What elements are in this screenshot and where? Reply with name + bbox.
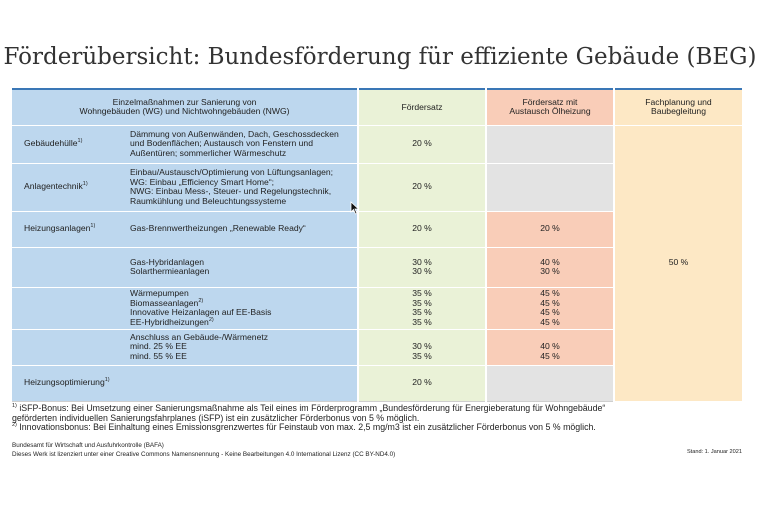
planning-rate-value: 50 %: [614, 125, 742, 402]
oil-rate-value: 20 %: [486, 211, 615, 248]
table-row: Heizungsanlagen1) Gas-Brennwertheizungen…: [12, 211, 742, 248]
category-empty: [12, 329, 128, 366]
category-anlagentechnik: Anlagentechnik1): [12, 163, 128, 212]
measure-description: Dämmung von Außenwänden, Dach, Geschossd…: [128, 125, 359, 164]
category-empty: [12, 287, 128, 330]
rate-value: 35 % 35 % 35 % 35 %: [358, 287, 487, 330]
oil-rate-value: 40 % 30 %: [486, 247, 615, 288]
rate-value: 30 % 30 %: [358, 247, 487, 288]
oil-rate-value: 40 % 45 %: [486, 329, 615, 366]
funding-table: Einzelmaßnahmen zur Sanierung von Wohnge…: [12, 88, 742, 402]
footnote-2: 2) Innovationsbonus: Bei Einhaltung eine…: [12, 422, 596, 432]
rate-value: 20 %: [358, 125, 487, 164]
header-rate: Fördersatz: [358, 89, 487, 126]
oil-rate-empty: [486, 125, 615, 164]
measure-description: Gas-Hybridanlagen Solarthermieanlagen: [128, 247, 359, 288]
header-oil-rate: Fördersatz mit Austausch Ölheizung: [486, 89, 615, 126]
stand-date: Stand: 1. Januar 2021: [686, 449, 742, 455]
table-header-row: Einzelmaßnahmen zur Sanierung von Wohnge…: [12, 89, 742, 126]
table-row: Gebäudehülle1) Dämmung von Außenwänden, …: [12, 125, 742, 402]
table-row: Gas-Hybridanlagen Solarthermieanlagen 30 …: [12, 247, 742, 288]
category-empty: [12, 247, 128, 288]
category-heizungsoptimierung: Heizungsoptimierung1): [12, 365, 359, 402]
table-row: Anschluss an Gebäude-/Wärmenetz mind. 25 …: [12, 329, 742, 366]
oil-rate-value: 45 % 45 % 45 % 45 %: [486, 287, 615, 330]
rate-value: 20 %: [358, 211, 487, 248]
footnote-1: 1) iSFP-Bonus: Bei Umsetzung einer Sanie…: [12, 403, 606, 423]
table-row: Anlagentechnik1) Einbau/Austausch/Optimi…: [12, 163, 742, 212]
page-title: Förderübersicht: Bundesförderung für eff…: [3, 44, 757, 70]
header-measures: Einzelmaßnahmen zur Sanierung von Wohnge…: [12, 89, 359, 126]
license-text: Dieses Werk ist lizenziert unter einer C…: [12, 451, 396, 458]
oil-rate-empty: [486, 365, 615, 402]
category-heizungsanlagen: Heizungsanlagen1): [12, 211, 128, 248]
measure-description: Anschluss an Gebäude-/Wärmenetz mind. 25 …: [128, 329, 359, 366]
table-row: Wärmepumpen Biomasseanlagen2) Innovative…: [12, 287, 742, 330]
category-gebaeudehuelle: Gebäudehülle1): [12, 125, 128, 164]
rate-value: 20 %: [358, 163, 487, 212]
mouse-cursor-icon: [350, 201, 360, 215]
table-row: Heizungsoptimierung1) 20 %: [12, 365, 742, 402]
measure-description: Gas-Brennwertheizungen „Renewable Ready“: [128, 211, 359, 248]
measure-description: Wärmepumpen Biomasseanlagen2) Innovative…: [128, 287, 359, 330]
header-planning: Fachplanung und Baubegleitung: [614, 89, 742, 126]
publisher-text: Bundesamt für Wirtschaft und Ausfuhrkont…: [12, 442, 164, 449]
measure-description: Einbau/Austausch/Optimierung von Lüftung…: [128, 163, 359, 212]
rate-value: 30 % 35 %: [358, 329, 487, 366]
rate-value: 20 %: [358, 365, 487, 402]
oil-rate-empty: [486, 163, 615, 212]
